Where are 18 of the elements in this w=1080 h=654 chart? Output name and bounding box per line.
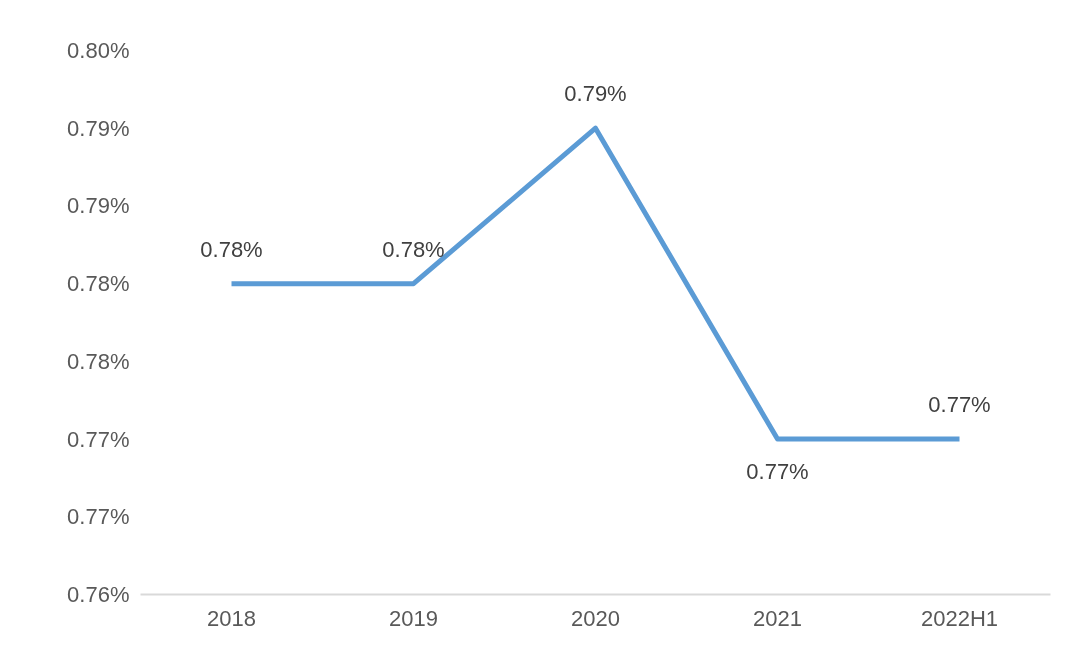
data-label: 0.77%: [928, 392, 991, 418]
x-tick-label: 2020: [571, 605, 620, 631]
data-label: 0.78%: [382, 236, 445, 262]
x-tick-label: 2018: [207, 605, 256, 631]
data-label: 0.78%: [200, 236, 263, 262]
data-label: 0.77%: [746, 459, 809, 485]
y-tick-label: 0.80%: [67, 38, 130, 63]
y-tick-label: 0.79%: [67, 115, 130, 141]
y-tick-label: 0.77%: [67, 504, 130, 530]
y-tick-label: 0.78%: [67, 348, 130, 374]
data-label: 0.79%: [564, 81, 627, 107]
y-tick-label: 0.76%: [67, 582, 130, 607]
y-tick-label: 0.77%: [67, 426, 130, 452]
y-tick-label: 0.78%: [67, 271, 130, 297]
x-tick-label: 2022H1: [920, 605, 999, 631]
y-tick-label: 0.79%: [67, 193, 130, 219]
x-tick-label: 2019: [389, 605, 438, 631]
x-tick-label: 2021: [753, 605, 802, 631]
